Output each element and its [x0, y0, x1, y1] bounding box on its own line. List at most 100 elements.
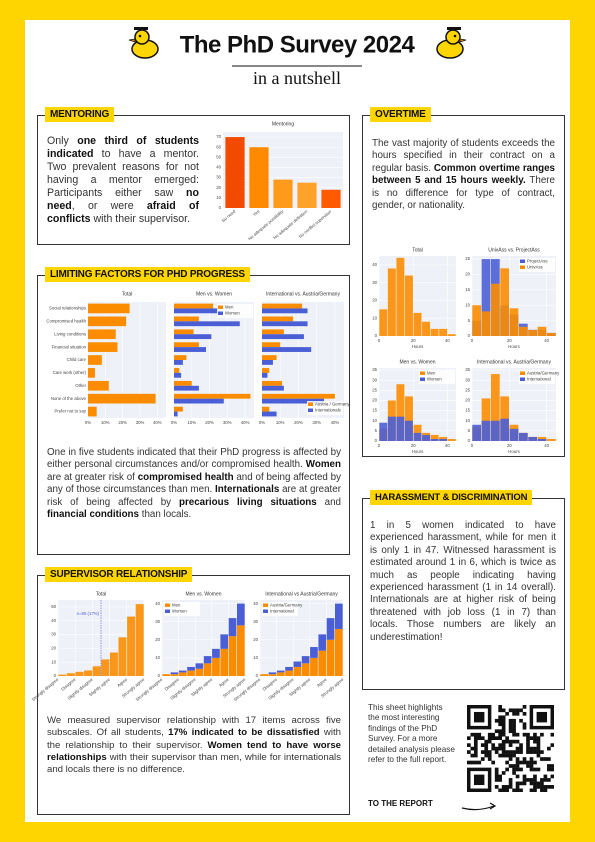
bar: [88, 380, 109, 391]
qr-module: [501, 729, 506, 734]
qr-module: [498, 729, 502, 734]
qr-code[interactable]: [467, 705, 554, 792]
y-tick-label: 20: [253, 637, 258, 642]
histogram-bar: [135, 604, 144, 676]
qr-module: [467, 750, 471, 754]
qr-module: [508, 743, 513, 747]
histogram-bar: [481, 398, 491, 441]
qr-module: [505, 750, 509, 754]
histogram-bar: [285, 666, 293, 671]
qr-module: [477, 732, 482, 737]
histogram-bar: [301, 663, 310, 676]
text-emphasis: Women tend to have worse relationships: [47, 739, 341, 763]
bar: [174, 393, 251, 399]
qr-module: [543, 774, 548, 779]
qr-module: [550, 767, 554, 772]
qr-module: [536, 739, 541, 744]
legend-box: [262, 602, 298, 616]
y-tick-label: 30: [51, 632, 56, 637]
qr-module: [505, 760, 509, 765]
histogram-bar: [396, 257, 405, 336]
legend-label: Women: [225, 311, 240, 316]
qr-module: [515, 781, 520, 786]
qr-module: [529, 760, 534, 765]
report-link[interactable]: TO THE REPORT: [368, 799, 433, 808]
qr-module: [533, 750, 537, 754]
x-tick-label: 40: [544, 443, 549, 448]
chart-title: Total: [122, 291, 133, 297]
qr-module: [498, 732, 502, 737]
qr-module: [536, 753, 541, 758]
histogram-bar: [335, 628, 343, 676]
y-tick-label: 20: [465, 398, 470, 403]
x-tick-label: Agree: [218, 676, 230, 688]
qr-module: [477, 736, 482, 740]
qr-module: [540, 785, 544, 789]
qr-module: [505, 739, 509, 744]
section-tag: MENTORING: [45, 107, 115, 122]
bar: [174, 321, 240, 327]
x-tick-label: 30%: [312, 420, 321, 425]
qr-module: [543, 757, 548, 761]
legend-label: Men: [172, 603, 181, 608]
qr-module: [519, 743, 523, 747]
qr-module: [501, 722, 506, 727]
qr-module: [515, 767, 520, 772]
qr-module: [473, 753, 478, 758]
y-tick-label: 15: [372, 408, 377, 413]
histogram-bar: [413, 432, 422, 441]
y-tick-label: 25: [372, 387, 377, 392]
y-tick-label: 60: [216, 144, 221, 149]
legend-label: Men: [427, 371, 436, 376]
x-tick-label: 30%: [223, 420, 232, 425]
x-tick-label: 0: [378, 443, 381, 448]
qr-module: [505, 736, 509, 740]
y-tick-label: 35: [372, 367, 377, 372]
duck-right: [436, 27, 467, 59]
qr-module: [519, 788, 523, 792]
histogram-bar: [430, 328, 439, 336]
qr-module: [501, 732, 506, 737]
histogram-bar: [92, 666, 101, 676]
qr-module: [522, 725, 527, 730]
histogram-bar: [310, 657, 318, 676]
qr-module: [522, 705, 527, 709]
x-tick-label: 30%: [136, 420, 145, 425]
histogram-bar: [439, 328, 448, 336]
qr-module: [470, 753, 475, 758]
histogram-bar: [326, 618, 335, 640]
chart-title: Mentoring: [272, 121, 294, 127]
qr-module: [533, 781, 537, 786]
histogram-bar: [518, 326, 528, 336]
y-tick-label: 10: [372, 315, 377, 320]
y-tick-label: 30: [155, 619, 160, 624]
qr-module: [526, 743, 530, 747]
qr-module: [522, 778, 527, 782]
histogram-bar: [212, 648, 220, 658]
x-tick-label: Agree: [116, 676, 128, 688]
histogram-bar: [228, 636, 237, 676]
harassment-text: 1 in 5 women indicated to have experienc…: [370, 520, 556, 644]
qr-module: [508, 785, 513, 789]
histogram-bar: [490, 374, 500, 441]
histogram-bar: [220, 648, 229, 676]
histogram-bar: [118, 637, 127, 676]
mentoring-text: Only one third of students indicated to …: [47, 135, 199, 226]
y-tick-label: 30: [372, 280, 377, 285]
histogram-bar: [268, 674, 277, 676]
qr-module: [533, 785, 537, 789]
y-tick-label: 30: [465, 377, 470, 382]
qr-module: [473, 736, 478, 740]
legend-swatch: [165, 609, 170, 613]
x-tick-label: 20: [507, 338, 512, 343]
histogram-bar: [84, 670, 93, 676]
bar: [321, 189, 341, 208]
histogram-bar: [430, 438, 439, 441]
bar: [262, 321, 308, 327]
text-run: The vast majority of students exceeds th…: [372, 138, 555, 174]
histogram-bar: [422, 434, 431, 441]
bar: [273, 179, 293, 208]
histogram-bar: [293, 666, 302, 676]
qr-module: [519, 750, 523, 754]
qr-module: [494, 778, 499, 782]
